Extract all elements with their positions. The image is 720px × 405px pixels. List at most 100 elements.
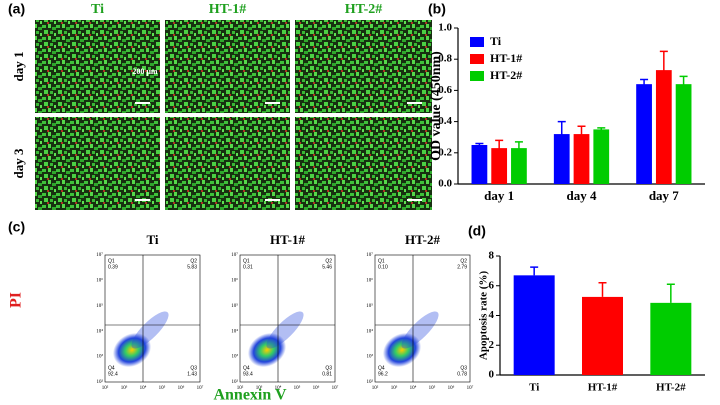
quadrant-name: Q1 — [243, 258, 250, 264]
x-tick-label: 10⁷ — [467, 385, 474, 391]
legend-swatch — [470, 37, 484, 47]
x-tick-label: 10⁴ — [410, 385, 417, 391]
quadrant-name: Q3 — [325, 365, 332, 371]
error-bar — [530, 266, 539, 276]
quadrant-value: 1.43 — [187, 371, 197, 377]
plot-title: HT-2# — [405, 232, 440, 247]
y-tick-label: 0.0 — [438, 178, 452, 190]
legend-swatch — [470, 71, 484, 81]
plot-title: HT-1# — [270, 232, 305, 247]
y-tick-label: 10⁴ — [366, 328, 373, 334]
x-tick-label: 10⁵ — [429, 385, 436, 391]
density — [131, 311, 169, 349]
x-tick-label: 10⁶ — [448, 385, 455, 391]
quadrant-name: Q3 — [190, 365, 197, 371]
legend-label: HT-2# — [490, 68, 522, 82]
x-tick-label: 10⁴ — [140, 385, 147, 391]
bar — [636, 84, 652, 184]
quadrant-name: Q1 — [378, 258, 385, 264]
quadrant-name: Q3 — [460, 365, 467, 371]
x-tick-label: 10⁴ — [275, 385, 282, 391]
error-bar — [666, 283, 675, 303]
bar — [675, 84, 692, 184]
x-tick-label: day 4 — [567, 188, 597, 203]
x-tick-label: Ti — [529, 382, 539, 394]
y-tick-label: 2 — [489, 339, 495, 351]
x-tick-label: day 1 — [484, 188, 514, 203]
error-bar — [495, 139, 504, 157]
density — [112, 332, 152, 368]
bar — [650, 302, 692, 375]
error-bar — [598, 282, 607, 297]
x-tick-label: 10⁷ — [197, 385, 204, 391]
y-tick-label: 0.8 — [438, 53, 452, 65]
y-tick-label: 10⁷ — [96, 252, 103, 258]
x-tick-label: 10⁶ — [313, 385, 320, 391]
quadrant-name: Q4 — [243, 365, 250, 371]
quadrant-value: 0.78 — [457, 371, 467, 377]
quadrant-value: 96.2 — [378, 371, 388, 377]
quadrant-value: 5.46 — [322, 264, 332, 270]
y-tick-label: 0.4 — [438, 115, 452, 127]
x-tick-label: HT-2# — [656, 382, 686, 394]
y-tick-label: 10⁷ — [366, 252, 373, 258]
error-bar — [597, 127, 606, 132]
panel-label: (b) — [428, 1, 446, 17]
bar — [582, 296, 623, 375]
density — [247, 332, 287, 368]
bar — [491, 148, 508, 184]
y-tick-label: 10⁷ — [231, 252, 238, 258]
error-bar — [514, 141, 523, 156]
quadrant-name: Q4 — [378, 365, 385, 371]
y-tick-label: 8 — [489, 250, 495, 262]
y-tick-label: 10⁵ — [366, 303, 373, 309]
micrograph — [165, 117, 290, 210]
density — [266, 311, 304, 349]
quadrant-value: 0.10 — [378, 264, 388, 270]
micrograph — [295, 20, 432, 113]
x-tick-label: 10³ — [121, 385, 128, 391]
scale-bar-label: 200 μm — [132, 67, 158, 76]
x-tick-label: 10³ — [256, 385, 263, 391]
micrograph — [165, 20, 290, 113]
bar — [511, 148, 527, 184]
error-bar — [577, 125, 586, 143]
x-tick-label: 10² — [237, 385, 244, 391]
y-tick-label: 4 — [489, 309, 495, 321]
quadrant-name: Q1 — [108, 258, 115, 264]
quadrant-value: 93.4 — [243, 371, 253, 377]
column-title: HT-2# — [345, 2, 383, 17]
error-bar — [475, 142, 484, 148]
x-tick-label: 10⁶ — [178, 385, 185, 391]
row-label: day 3 — [11, 148, 26, 178]
panel-label: (d) — [468, 223, 486, 239]
x-tick-label: 10³ — [391, 385, 398, 391]
density — [401, 311, 439, 349]
y-tick-label: 0 — [489, 369, 495, 381]
y-tick-label: 10⁶ — [366, 278, 373, 284]
y-tick-label: 10⁶ — [96, 278, 103, 284]
x-tick-label: 10² — [102, 385, 109, 391]
y-tick-label: 6 — [489, 279, 495, 291]
quadrant-value: 2.79 — [457, 264, 467, 270]
micrograph — [35, 117, 160, 210]
x-tick-label: day 7 — [649, 188, 679, 203]
quadrant-name: Q2 — [460, 258, 467, 264]
x-tick-label: HT-1# — [588, 382, 618, 394]
panel-label: (c) — [8, 219, 25, 235]
y-tick-label: 10² — [367, 379, 374, 385]
y-axis-label: OD value (450nm) — [429, 51, 444, 161]
error-bar — [679, 75, 688, 93]
y-axis-label: PI — [8, 292, 25, 308]
bar — [513, 275, 555, 375]
micrograph — [295, 117, 432, 210]
y-tick-label: 10² — [97, 379, 104, 385]
quadrant-value: 92.4 — [108, 371, 118, 377]
bar — [573, 134, 590, 184]
column-title: Ti — [91, 2, 104, 17]
error-bar — [659, 50, 668, 90]
y-tick-label: 10⁴ — [231, 328, 238, 334]
row-label: day 1 — [11, 52, 26, 82]
y-tick-label: 10⁶ — [231, 278, 238, 284]
